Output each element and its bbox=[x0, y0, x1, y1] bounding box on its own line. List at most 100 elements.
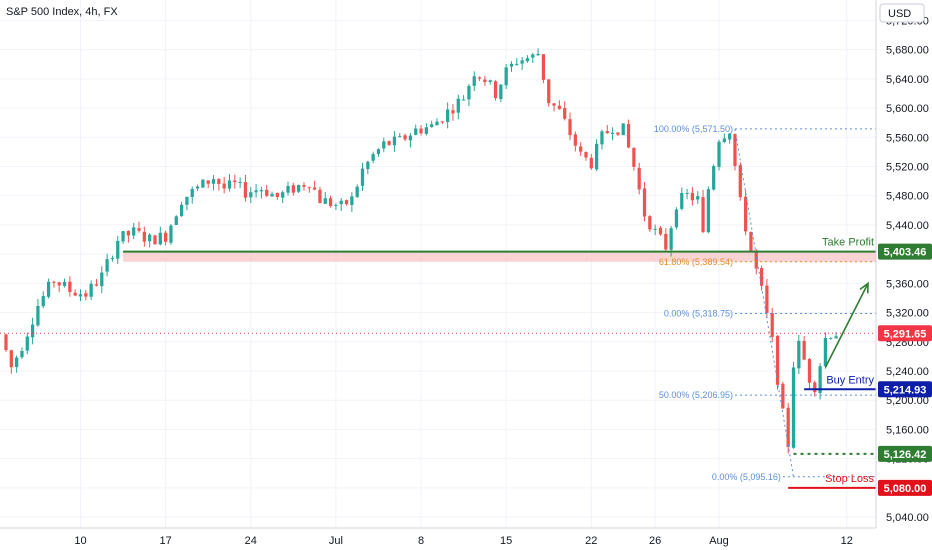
candle-body bbox=[797, 340, 801, 369]
candle-body bbox=[696, 196, 700, 200]
candle-body bbox=[243, 182, 248, 198]
price-badge bbox=[878, 445, 932, 462]
candle-body bbox=[626, 124, 631, 148]
candle-body bbox=[376, 149, 381, 154]
candle-body bbox=[392, 136, 397, 146]
fib-trend-line bbox=[734, 128, 794, 477]
candle-body bbox=[706, 189, 710, 233]
target-arrow-shaft bbox=[824, 282, 869, 368]
x-tick-label: 22 bbox=[585, 535, 597, 547]
candle-body bbox=[610, 132, 615, 134]
candle-body bbox=[807, 359, 812, 383]
candle-body bbox=[195, 186, 200, 189]
candle-body bbox=[286, 185, 290, 193]
candle-body bbox=[722, 138, 726, 143]
candle-body bbox=[701, 197, 705, 233]
candle-body bbox=[589, 157, 593, 169]
candle-body bbox=[823, 337, 828, 367]
candle-body bbox=[515, 63, 519, 65]
target-arrow-head bbox=[859, 281, 869, 294]
candle-body bbox=[164, 232, 168, 242]
candle-body bbox=[222, 183, 226, 189]
currency-button[interactable] bbox=[879, 3, 925, 23]
price-badge-label: 5,291.65 bbox=[884, 328, 927, 340]
candle-body bbox=[84, 293, 88, 297]
candle-body bbox=[568, 119, 572, 136]
y-tick-label: 5,680.00 bbox=[886, 45, 929, 57]
candle-body bbox=[179, 204, 184, 217]
candle-body bbox=[749, 231, 753, 251]
candle-body bbox=[430, 124, 434, 128]
y-tick-label: 5,200.00 bbox=[886, 395, 929, 407]
candle-body bbox=[829, 338, 833, 340]
candle-body bbox=[312, 187, 317, 190]
price-badge bbox=[878, 325, 932, 342]
candle-body bbox=[477, 77, 482, 79]
candle-body bbox=[270, 193, 274, 197]
candle-body bbox=[658, 227, 663, 235]
candle-body bbox=[674, 209, 679, 228]
candle-body bbox=[685, 193, 689, 195]
candle-body bbox=[211, 179, 216, 184]
candles-layer bbox=[4, 48, 838, 454]
candle-body bbox=[366, 161, 370, 170]
x-tick-label: 12 bbox=[841, 535, 853, 547]
x-tick-label: 24 bbox=[245, 535, 257, 547]
candle-body bbox=[4, 334, 8, 351]
candle-body bbox=[217, 179, 221, 184]
candle-body bbox=[387, 141, 391, 145]
candle-body bbox=[265, 189, 269, 196]
candle-body bbox=[126, 230, 131, 236]
candle-body bbox=[648, 216, 652, 230]
candle-body bbox=[148, 234, 152, 242]
candle-body bbox=[818, 366, 822, 393]
candle-body bbox=[398, 136, 402, 138]
fib-level-label: 61.80% (5,389.54) bbox=[659, 257, 733, 267]
candle-body bbox=[653, 228, 657, 230]
x-tick-label: 8 bbox=[418, 535, 424, 547]
candle-body bbox=[350, 196, 354, 205]
candle-body bbox=[328, 198, 333, 206]
candle-body bbox=[9, 350, 13, 368]
y-tick-label: 5,640.00 bbox=[886, 74, 929, 86]
candle-body bbox=[504, 67, 508, 86]
candle-body bbox=[68, 281, 72, 292]
y-tick-label: 5,520.00 bbox=[886, 162, 929, 174]
candle-body bbox=[25, 336, 29, 351]
x-tick-label: 17 bbox=[160, 535, 172, 547]
candle-body bbox=[531, 54, 535, 58]
candle-body bbox=[297, 185, 301, 192]
candle-body bbox=[52, 281, 56, 283]
candle-body bbox=[15, 357, 19, 368]
candle-body bbox=[41, 296, 45, 307]
candle-body bbox=[132, 227, 136, 236]
candle-body bbox=[637, 167, 641, 190]
candle-body bbox=[424, 127, 428, 134]
candle-body bbox=[728, 133, 732, 140]
candle-body bbox=[116, 240, 120, 259]
candle-body bbox=[408, 135, 413, 141]
candle-body bbox=[307, 187, 311, 189]
price-badge-label: 5,080.00 bbox=[884, 483, 927, 495]
candle-body bbox=[738, 165, 742, 198]
support-zone-layer bbox=[123, 251, 877, 262]
fib-level-label: 0.00% (5,095.16) bbox=[712, 472, 781, 482]
candle-body bbox=[190, 188, 194, 197]
candle-body bbox=[770, 313, 774, 337]
candle-body bbox=[121, 231, 125, 242]
price-badge-label: 5,403.46 bbox=[884, 247, 927, 259]
candle-body bbox=[100, 272, 104, 287]
candle-body bbox=[360, 168, 365, 186]
candle-body bbox=[30, 324, 35, 338]
candle-body bbox=[339, 200, 343, 205]
candle-body bbox=[541, 54, 546, 80]
candle-body bbox=[259, 190, 264, 192]
candle-body bbox=[344, 200, 349, 205]
stop-loss-label: Stop Loss bbox=[825, 473, 874, 485]
candle-body bbox=[775, 335, 780, 385]
candle-body bbox=[488, 80, 492, 83]
candle-body bbox=[525, 58, 530, 62]
candle-body bbox=[595, 143, 599, 170]
